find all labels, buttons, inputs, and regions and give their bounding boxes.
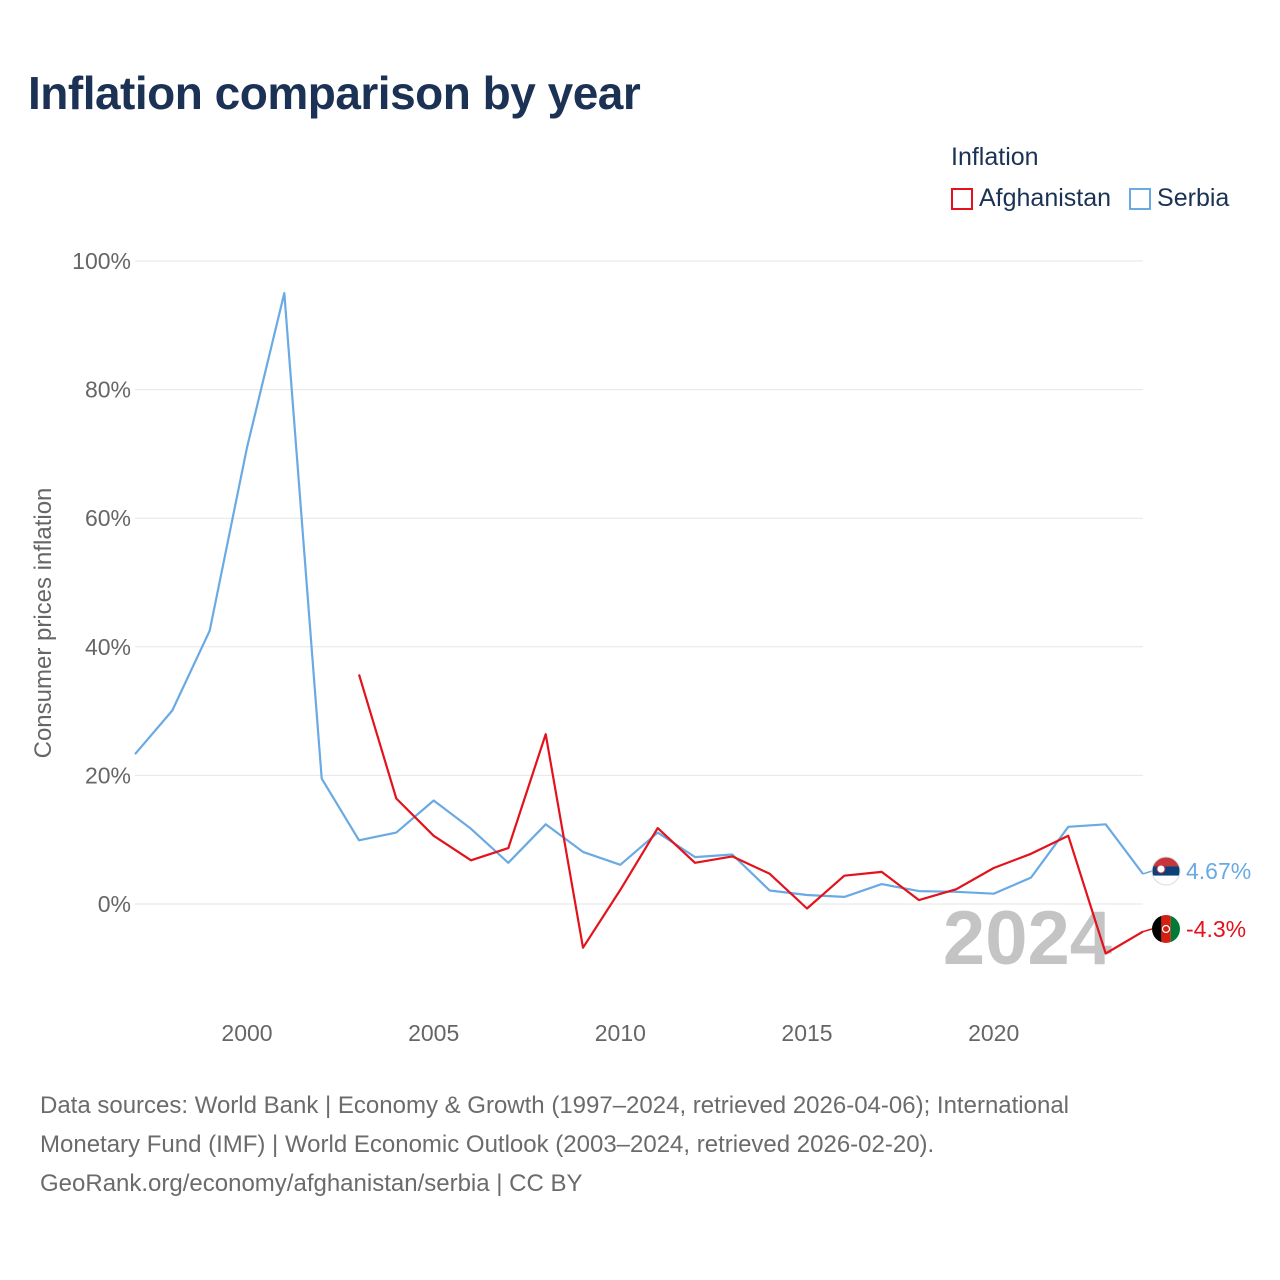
data-point-afghanistan <box>544 732 548 736</box>
legend-swatch-serbia <box>1129 187 1152 210</box>
legend-item-serbia[interactable]: Serbia <box>1129 184 1229 213</box>
data-point-serbia <box>1029 876 1033 880</box>
data-point-serbia <box>170 708 174 712</box>
data-point-afghanistan <box>581 946 585 950</box>
source-line-2: Monetary Fund (IMF) | World Economic Out… <box>40 1131 935 1158</box>
data-point-serbia <box>581 850 585 854</box>
data-point-afghanistan <box>506 846 510 850</box>
data-point-serbia <box>805 893 809 897</box>
data-point-afghanistan <box>1104 952 1108 956</box>
data-point-afghanistan <box>693 861 697 865</box>
data-point-afghanistan <box>618 888 622 892</box>
chart-title: Inflation comparison by year <box>28 67 641 119</box>
data-sources: Data sources: World Bank | Economy & Gro… <box>40 1086 1240 1203</box>
source-line-1: Data sources: World Bank | Economy & Gro… <box>40 1092 1070 1119</box>
data-point-serbia <box>282 291 286 295</box>
data-point-serbia <box>245 445 249 449</box>
x-tick-label: 2015 <box>781 1020 832 1046</box>
data-point-afghanistan <box>917 898 921 902</box>
data-point-serbia <box>506 861 510 865</box>
line-chart: 0% 20% 40% 60% 80% 100% 2000 2005 2010 2015 2020 Co… <box>30 248 1251 1046</box>
data-point-serbia <box>357 838 361 842</box>
data-point-afghanistan <box>1029 852 1033 856</box>
legend-item-afghanistan[interactable]: Afghanistan <box>951 184 1111 213</box>
data-point-afghanistan <box>992 866 996 870</box>
data-point-afghanistan <box>842 874 846 878</box>
data-point-afghanistan <box>730 854 734 858</box>
y-tick-label: 40% <box>85 634 131 660</box>
data-point-afghanistan <box>880 870 884 874</box>
data-point-serbia <box>469 827 473 831</box>
x-tick-label: 2010 <box>595 1020 646 1046</box>
x-tick-label: 2020 <box>968 1020 1019 1046</box>
data-point-serbia <box>432 798 436 802</box>
data-point-serbia <box>842 895 846 899</box>
data-point-serbia <box>880 882 884 886</box>
data-point-afghanistan <box>805 907 809 911</box>
data-point-serbia <box>618 863 622 867</box>
legend-label-afghanistan: Afghanistan <box>979 184 1112 212</box>
legend-title: Inflation <box>951 143 1039 171</box>
data-point-serbia <box>133 752 137 756</box>
x-tick-label: 2000 <box>221 1020 272 1046</box>
data-point-afghanistan <box>1066 834 1070 838</box>
data-point-serbia <box>320 777 324 781</box>
data-point-serbia <box>544 822 548 826</box>
data-point-serbia <box>693 855 697 859</box>
legend: Inflation Afghanistan Serbia <box>951 143 1229 213</box>
legend-swatch-afghanistan <box>951 187 973 210</box>
data-point-afghanistan <box>469 858 473 862</box>
data-point-afghanistan <box>768 872 772 876</box>
afghanistan-flag-icon <box>1152 915 1180 943</box>
data-point-afghanistan <box>357 672 361 676</box>
serbia-flag-icon <box>1152 857 1180 885</box>
y-axis-label: Consumer prices inflation <box>30 488 57 759</box>
data-point-serbia <box>992 892 996 896</box>
afghanistan-end-value: -4.3% <box>1186 916 1246 942</box>
data-point-afghanistan <box>394 797 398 801</box>
y-tick-label: 20% <box>85 762 131 788</box>
x-tick-label: 2005 <box>408 1020 459 1046</box>
y-tick-label: 80% <box>85 377 131 403</box>
data-point-serbia <box>394 831 398 835</box>
data-point-serbia <box>917 889 921 893</box>
series-line-afghanistan <box>357 674 1144 955</box>
afghanistan-end-leader <box>1142 928 1153 933</box>
serbia-end-leader <box>1142 870 1153 875</box>
source-line-3[interactable]: GeoRank.org/economy/afghanistan/serbia |… <box>40 1170 583 1197</box>
series-line-serbia <box>134 292 1144 899</box>
year-watermark: 2024 <box>943 896 1112 981</box>
data-point-serbia <box>1104 822 1108 826</box>
y-tick-label: 60% <box>85 505 131 531</box>
data-point-serbia <box>208 629 212 633</box>
data-point-afghanistan <box>954 887 958 891</box>
data-point-afghanistan <box>656 826 660 830</box>
serbia-end-value: 4.67% <box>1186 858 1251 884</box>
legend-label-serbia: Serbia <box>1157 184 1230 212</box>
y-tick-label: 0% <box>98 891 131 917</box>
serbia-flag-border <box>1151 856 1181 886</box>
y-tick-label: 100% <box>72 248 131 274</box>
data-point-serbia <box>768 888 772 892</box>
data-point-serbia <box>1066 825 1070 829</box>
data-point-afghanistan <box>432 834 436 838</box>
